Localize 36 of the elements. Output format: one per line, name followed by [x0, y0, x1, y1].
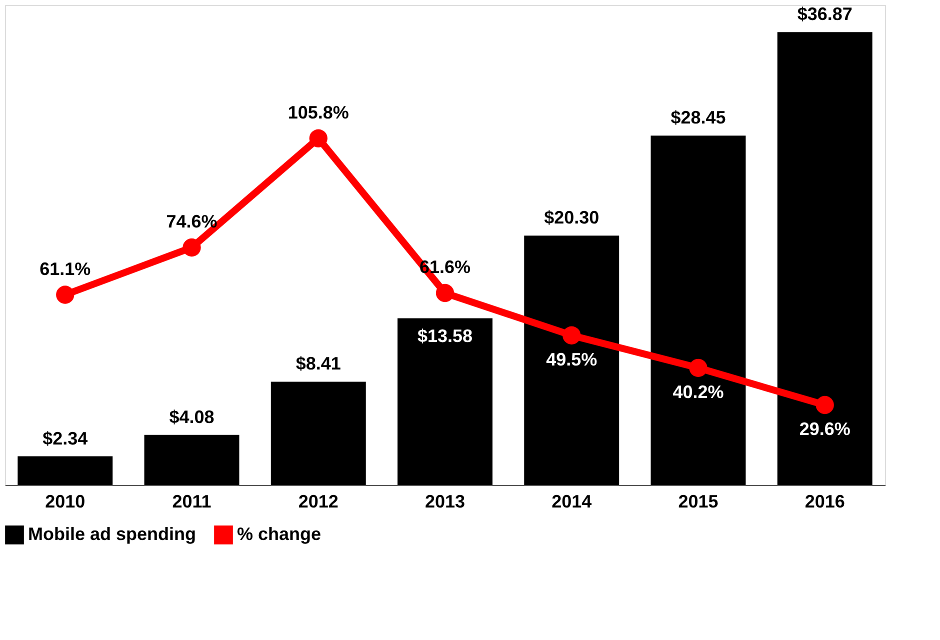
data-label: 61.1%: [40, 258, 91, 279]
data-label: $28.45: [670, 108, 726, 128]
x-tick-label: 2011: [172, 492, 212, 512]
data-label: $2.34: [42, 428, 88, 448]
data-label: $4.08: [169, 406, 214, 427]
point: [436, 284, 454, 302]
x-tick-label: 2013: [424, 492, 466, 512]
data-label: 74.6%: [166, 212, 218, 232]
bar: [18, 456, 113, 485]
point: [816, 396, 834, 414]
x-tick-label: 2016: [804, 492, 845, 512]
x-tick-label: 2015: [678, 492, 718, 512]
legend-label: % change: [237, 524, 322, 544]
data-label: $36.87: [797, 4, 852, 24]
bar: [524, 236, 620, 485]
point: [562, 326, 581, 344]
point: [56, 286, 74, 304]
data-label: $13.58: [417, 326, 473, 346]
x-tick-label: 2012: [298, 492, 338, 512]
point: [182, 238, 201, 257]
bar: [144, 434, 240, 485]
bar: [777, 32, 872, 485]
data-label: 40.2%: [672, 382, 724, 402]
bar: [270, 382, 366, 485]
point: [689, 358, 708, 377]
point: [309, 129, 328, 148]
data-label: 29.6%: [799, 419, 850, 439]
data-label: $8.41: [296, 354, 341, 374]
x-tick-label: 2014: [552, 492, 592, 512]
data-label: $20.30: [544, 208, 600, 228]
data-label: 105.8%: [288, 102, 349, 122]
bar: [650, 136, 746, 485]
x-tick-label: 2010: [45, 492, 86, 512]
data-label: 49.5%: [546, 349, 598, 370]
bar: [398, 318, 492, 485]
legend-label: Mobile ad spending: [28, 524, 196, 544]
